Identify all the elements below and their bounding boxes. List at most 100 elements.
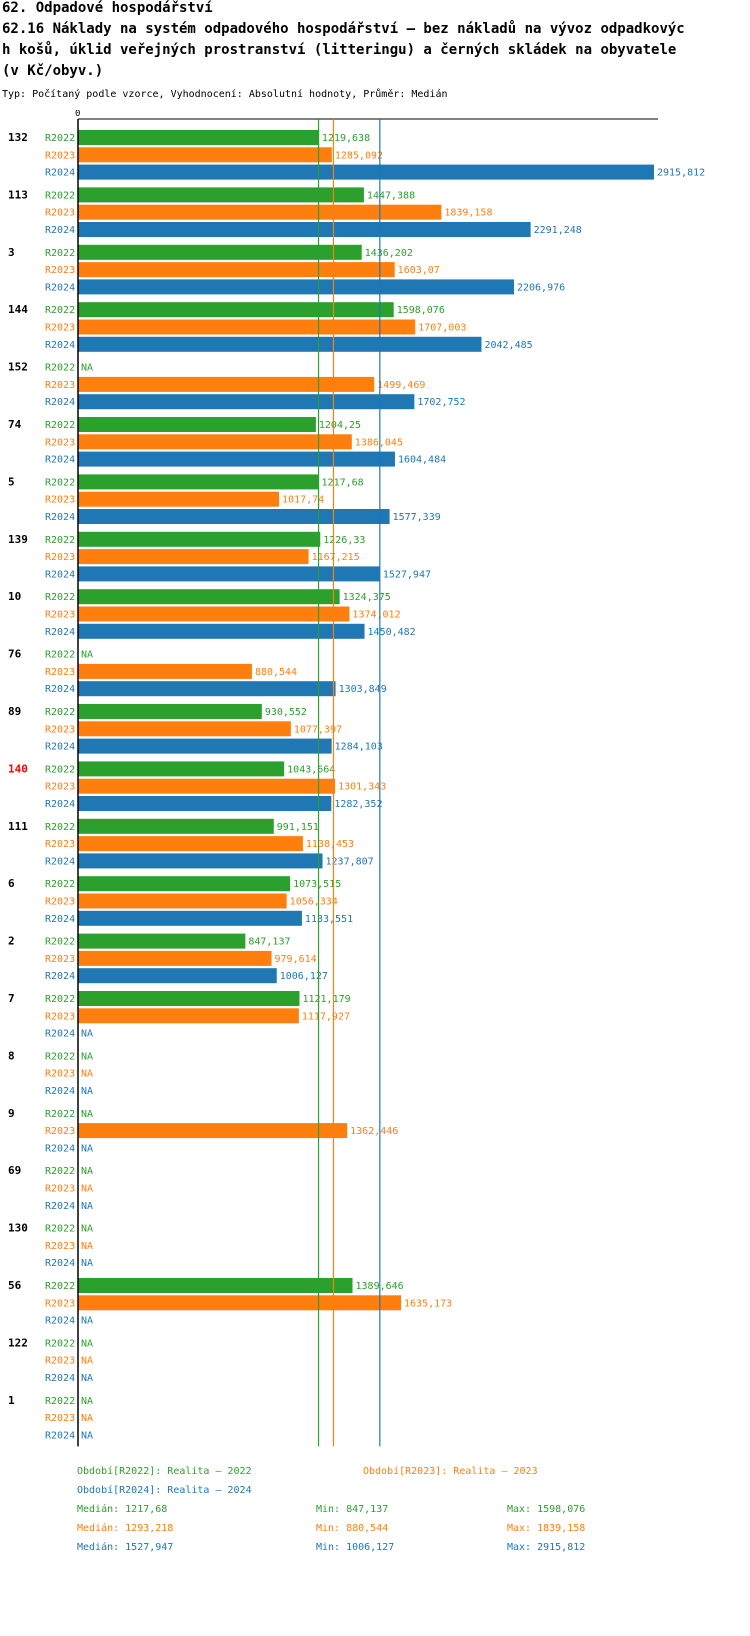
bar [78, 491, 280, 507]
legend-median: Medián: 1293,218 [77, 1522, 173, 1534]
series-label: R2022 [45, 535, 75, 546]
value-label: NA [81, 1373, 93, 1384]
category-label: 6 [8, 877, 15, 890]
bar [78, 187, 364, 203]
value-label: NA [81, 1356, 93, 1367]
value-label: 1017,74 [282, 495, 324, 506]
value-label: 1219,638 [322, 133, 370, 144]
legend-median: Medián: 1527,947 [77, 1541, 173, 1553]
series-label: R2022 [45, 707, 75, 718]
legend-median: Medián: 1217,68 [77, 1503, 167, 1515]
value-label: 1386,045 [355, 437, 403, 448]
bar [78, 681, 336, 697]
series-label: R2023 [45, 954, 75, 965]
series-label: R2024 [45, 1373, 75, 1384]
series-label: R2024 [45, 1143, 75, 1154]
value-label: 847,137 [248, 937, 290, 948]
value-label: 1282,352 [334, 799, 382, 810]
series-label: R2024 [45, 569, 75, 580]
bar [78, 721, 291, 737]
category-label: 9 [8, 1107, 15, 1120]
series-label: R2023 [45, 1413, 75, 1424]
bar [78, 279, 514, 295]
value-label: 1056,334 [290, 897, 338, 908]
category-label: 130 [8, 1222, 28, 1235]
series-label: R2022 [45, 133, 75, 144]
value-label: 1604,484 [398, 455, 446, 466]
category-label: 74 [8, 418, 22, 431]
value-label: NA [81, 1241, 93, 1252]
bar [78, 474, 319, 490]
value-label: NA [81, 1051, 93, 1062]
bar [78, 663, 252, 679]
bar [78, 262, 395, 278]
category-label: 144 [8, 303, 28, 316]
series-label: R2023 [45, 1356, 75, 1367]
value-label: NA [81, 1316, 93, 1327]
value-label: NA [81, 650, 93, 661]
category-label: 8 [8, 1049, 15, 1062]
bar [78, 531, 321, 547]
legend-period: Období[R2023]: Realita – 2023 [363, 1465, 538, 1477]
legend-period: Období[R2022]: Realita – 2022 [77, 1465, 252, 1477]
bar [78, 778, 336, 794]
value-label: 1284,103 [335, 742, 383, 753]
series-label: R2022 [45, 248, 75, 259]
bar [78, 950, 272, 966]
value-label: 1577,339 [393, 512, 441, 523]
series-label: R2023 [45, 782, 75, 793]
category-label: 139 [8, 533, 28, 546]
category-label: 69 [8, 1164, 21, 1177]
bar [78, 761, 285, 777]
x-axis-zero-label: 0 [75, 110, 80, 119]
category-label: 132 [8, 131, 28, 144]
value-label: 1603,07 [398, 265, 440, 276]
series-label: R2023 [45, 1011, 75, 1022]
series-label: R2024 [45, 799, 75, 810]
value-label: 1043,664 [287, 764, 335, 775]
legend-max: Max: 1598,076 [507, 1504, 585, 1515]
series-label: R2022 [45, 650, 75, 661]
value-label: 1077,397 [294, 724, 342, 735]
bar [78, 623, 365, 639]
value-label: NA [81, 1184, 93, 1195]
bar [78, 222, 531, 237]
bar [78, 893, 287, 909]
bar [78, 566, 380, 582]
series-label: R2023 [45, 208, 75, 219]
category-label: 10 [8, 590, 21, 603]
category-label: 113 [8, 188, 28, 201]
bar [78, 509, 390, 524]
legend-min: Min: 847,137 [316, 1504, 388, 1515]
legend-max: Max: 1839,158 [507, 1523, 585, 1534]
series-label: R2024 [45, 742, 75, 753]
category-label: 152 [8, 361, 28, 374]
series-label: R2024 [45, 856, 75, 867]
series-label: R2022 [45, 1109, 75, 1120]
legend-period: Období[R2024]: Realita – 2024 [77, 1484, 252, 1496]
series-label: R2024 [45, 168, 75, 179]
value-label: 1167,215 [312, 552, 360, 563]
value-label: NA [81, 1143, 93, 1154]
value-label: NA [81, 1413, 93, 1424]
series-label: R2024 [45, 1201, 75, 1212]
series-label: R2022 [45, 1224, 75, 1235]
series-label: R2024 [45, 1086, 75, 1097]
series-label: R2023 [45, 897, 75, 908]
value-label: 1133,551 [305, 914, 353, 925]
value-label: 1598,076 [397, 305, 445, 316]
value-label: 2291,248 [534, 225, 582, 236]
bar [78, 968, 277, 984]
value-label: 1707,003 [418, 323, 466, 334]
bar [78, 336, 482, 352]
series-label: R2024 [45, 1258, 75, 1269]
bar [78, 549, 309, 565]
value-label: 880,544 [255, 667, 297, 678]
series-label: R2023 [45, 1184, 75, 1195]
series-label: R2023 [45, 380, 75, 391]
category-label: 5 [8, 475, 15, 488]
bar [78, 130, 319, 145]
series-label: R2023 [45, 1069, 75, 1080]
category-label: 140 [8, 762, 28, 775]
